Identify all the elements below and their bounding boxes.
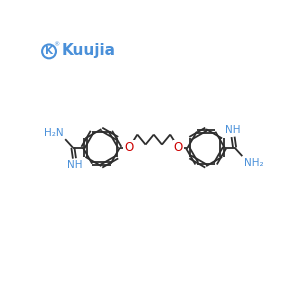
Text: H₂N: H₂N: [44, 128, 64, 138]
Text: NH: NH: [225, 125, 241, 135]
Text: NH₂: NH₂: [244, 158, 263, 168]
Text: O: O: [124, 141, 134, 154]
Text: ®: ®: [53, 43, 59, 48]
Text: O: O: [174, 141, 183, 154]
Text: Kuujia: Kuujia: [61, 43, 115, 58]
Text: K: K: [45, 46, 53, 56]
Text: NH: NH: [67, 160, 82, 170]
